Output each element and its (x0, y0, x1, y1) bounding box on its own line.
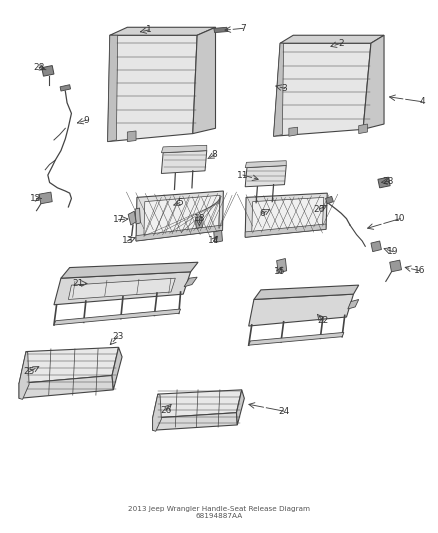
Polygon shape (42, 66, 54, 76)
Polygon shape (378, 177, 390, 188)
Polygon shape (144, 195, 220, 237)
Text: 10: 10 (395, 214, 406, 223)
Polygon shape (19, 375, 113, 398)
Polygon shape (254, 285, 359, 300)
Text: 2013 Jeep Wrangler Handle-Seat Release Diagram
68194887AA: 2013 Jeep Wrangler Handle-Seat Release D… (128, 506, 310, 519)
Polygon shape (277, 259, 287, 273)
Text: 4: 4 (419, 97, 425, 106)
Polygon shape (135, 208, 141, 224)
Polygon shape (214, 27, 228, 33)
Polygon shape (136, 191, 223, 241)
Polygon shape (152, 413, 237, 430)
Polygon shape (214, 230, 223, 243)
Polygon shape (193, 27, 215, 134)
Text: 16: 16 (414, 266, 426, 275)
Polygon shape (289, 127, 297, 136)
Text: 5: 5 (177, 198, 183, 207)
Text: 9: 9 (83, 116, 89, 125)
Polygon shape (161, 146, 207, 153)
Text: 15: 15 (273, 268, 285, 276)
Polygon shape (280, 35, 384, 43)
Text: 25: 25 (23, 367, 35, 376)
Text: 21: 21 (73, 279, 84, 288)
Polygon shape (19, 352, 29, 399)
Polygon shape (152, 394, 161, 431)
Polygon shape (245, 193, 327, 237)
Text: 13: 13 (122, 237, 133, 246)
Polygon shape (127, 131, 136, 142)
Polygon shape (60, 85, 71, 91)
Polygon shape (274, 43, 371, 136)
Polygon shape (359, 124, 367, 134)
Polygon shape (371, 241, 381, 252)
Text: 18: 18 (194, 214, 205, 223)
Polygon shape (19, 348, 119, 383)
Polygon shape (252, 197, 324, 233)
Polygon shape (245, 161, 286, 167)
Polygon shape (274, 43, 284, 136)
Text: 23: 23 (112, 332, 124, 341)
Polygon shape (112, 348, 122, 390)
Text: 8: 8 (212, 150, 218, 159)
Text: 19: 19 (387, 247, 399, 256)
Polygon shape (54, 272, 191, 305)
Polygon shape (39, 192, 52, 204)
Polygon shape (68, 278, 175, 300)
Text: 20: 20 (314, 205, 325, 214)
Polygon shape (325, 196, 333, 204)
Text: 7: 7 (240, 24, 246, 33)
Polygon shape (161, 151, 207, 173)
Text: 2: 2 (339, 39, 344, 48)
Polygon shape (54, 309, 180, 325)
Text: 28: 28 (383, 177, 394, 186)
Text: 26: 26 (160, 406, 171, 415)
Polygon shape (128, 211, 136, 225)
Polygon shape (363, 35, 384, 130)
Polygon shape (136, 225, 223, 241)
Polygon shape (108, 35, 197, 142)
Text: 3: 3 (282, 84, 287, 93)
Text: 1: 1 (146, 26, 152, 35)
Polygon shape (61, 262, 198, 278)
Text: 14: 14 (208, 237, 219, 246)
Text: 17: 17 (113, 215, 124, 224)
Polygon shape (249, 333, 344, 345)
Text: 6: 6 (260, 209, 265, 218)
Text: 28: 28 (33, 63, 45, 71)
Polygon shape (245, 224, 326, 237)
Polygon shape (195, 216, 202, 228)
Polygon shape (237, 390, 244, 425)
Polygon shape (390, 260, 402, 272)
Polygon shape (108, 35, 118, 142)
Text: 11: 11 (237, 171, 249, 180)
Polygon shape (110, 27, 215, 35)
Polygon shape (348, 300, 359, 309)
Polygon shape (152, 390, 242, 418)
Polygon shape (249, 294, 353, 326)
Polygon shape (245, 165, 286, 187)
Text: 24: 24 (278, 407, 289, 416)
Text: 22: 22 (317, 316, 328, 325)
Text: 12: 12 (30, 194, 41, 203)
Polygon shape (184, 277, 197, 287)
